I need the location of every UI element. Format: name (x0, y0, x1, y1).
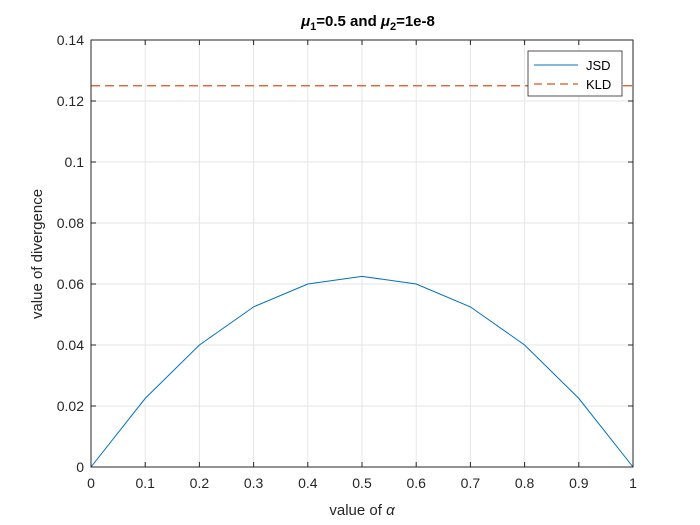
chart-title: μ1=0.5 and μ2=1e-8 (300, 13, 435, 33)
y-axis-label: value of divergence (29, 189, 46, 319)
x-tick-label: 1 (629, 475, 637, 491)
x-tick-label: 0.5 (352, 475, 372, 491)
y-tick-label: 0.1 (65, 154, 85, 170)
y-tick-label: 0 (76, 459, 84, 475)
y-tick-label: 0.08 (57, 215, 84, 231)
legend-box (527, 50, 623, 97)
x-tick-label: 0.2 (190, 475, 210, 491)
y-tick-label: 0.12 (57, 93, 84, 109)
title-middle: =0.5 and (316, 13, 381, 30)
x-tick-label: 0.7 (461, 475, 481, 491)
grid (90, 39, 634, 468)
x-tick-label: 0.8 (515, 475, 535, 491)
x-tick-label: 0.9 (569, 475, 589, 491)
y-tick-label: 0.14 (57, 32, 84, 48)
title-mu2-sub: 2 (390, 21, 396, 33)
title-end: =1e-8 (396, 13, 435, 30)
y-tick-label: 0.06 (57, 276, 84, 292)
ticks: 0 0.1 0.2 0.3 0.4 0.5 0.6 0.7 0.8 0.9 1 0 0.02 0.04 0.… (57, 32, 637, 491)
x-tick-label: 0 (87, 475, 95, 491)
y-tick-label: 0.04 (57, 337, 84, 353)
title-mu2: μ (380, 13, 390, 30)
x-axis-label-symbol: α (386, 502, 395, 519)
title-mu1: μ (300, 13, 310, 30)
x-tick-label: 0.3 (244, 475, 264, 491)
x-tick-label: 0.6 (406, 475, 426, 491)
x-tick-label: 0.1 (135, 475, 155, 491)
x-axis-label: value of α (329, 502, 395, 519)
y-tick-label: 0.02 (57, 398, 84, 414)
legend-label-kld: KLD (586, 77, 611, 92)
x-axis-label-text: value of (329, 502, 386, 519)
legend-label-jsd: JSD (586, 58, 611, 73)
legend: JSD KLD (527, 50, 623, 97)
x-tick-label: 0.4 (298, 475, 318, 491)
series-line-jsd (90, 275, 634, 468)
title-mu1-sub: 1 (310, 21, 316, 33)
